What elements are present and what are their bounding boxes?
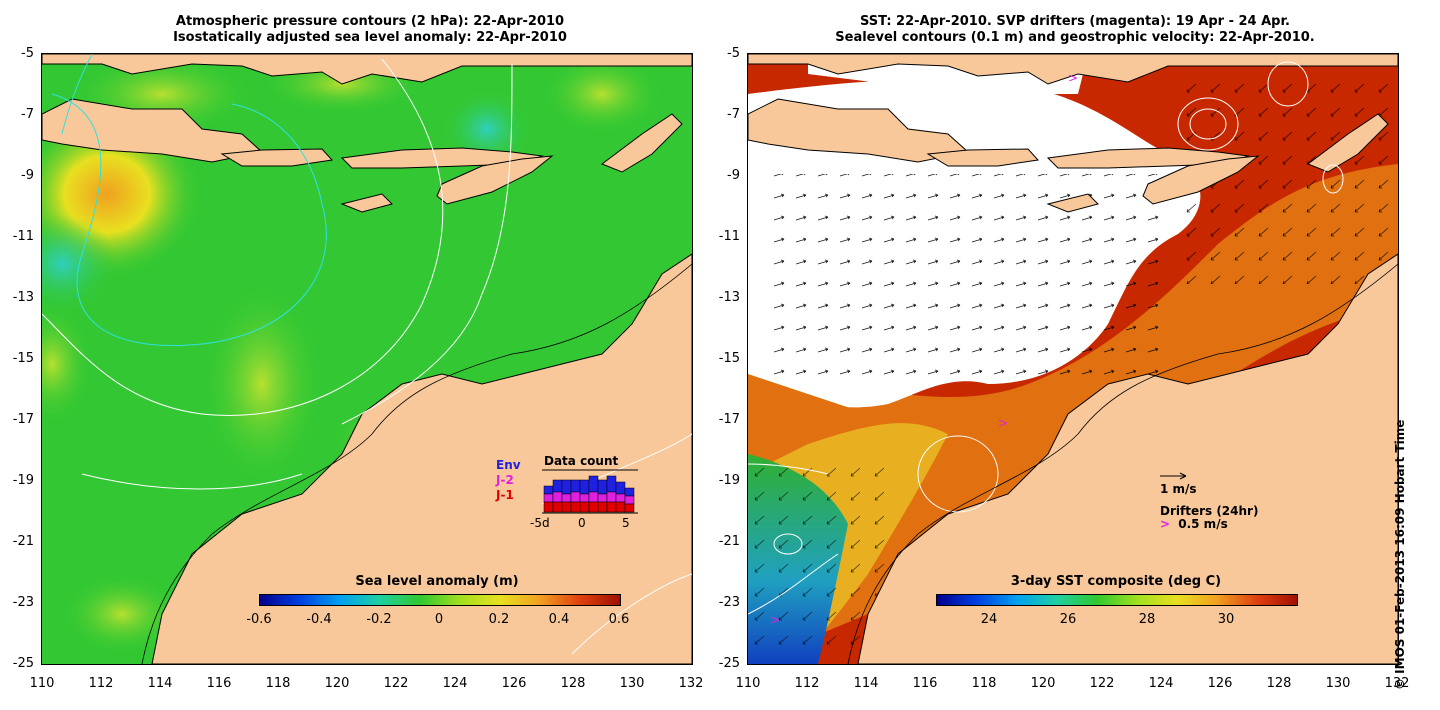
- left-cb-tick-0: -0.6: [246, 612, 272, 627]
- right-xtick-9: 128: [1266, 676, 1292, 691]
- left-xtick-8: 126: [501, 676, 527, 691]
- drifter-mark-2: >: [998, 416, 1008, 430]
- right-xtick-10: 130: [1325, 676, 1351, 691]
- left-xtick-2: 114: [147, 676, 173, 691]
- drifters-speed-key: > 0.5 m/s: [1160, 517, 1228, 531]
- data-count-title: Data count: [544, 454, 619, 468]
- right-xtick-6: 122: [1089, 676, 1115, 691]
- left-ytick-5: -15: [12, 351, 34, 366]
- drifter-key-symbol: >: [1160, 517, 1171, 531]
- left-ytick-2: -9: [21, 168, 34, 183]
- left-ytick-9: -23: [12, 595, 34, 610]
- left-colorbar-label: Sea level anomaly (m): [355, 574, 519, 589]
- right-ytick-1: -7: [727, 107, 740, 122]
- imos-credit: © IMOS 01-Feb-2013 16:09 Hobart Time: [1393, 419, 1407, 690]
- data-count-xtick-2: 5: [622, 516, 630, 530]
- left-xtick-0: 110: [29, 676, 55, 691]
- left-ytick-7: -19: [12, 473, 34, 488]
- left-cb-tick-1: -0.4: [306, 612, 332, 627]
- left-ytick-6: -17: [12, 412, 34, 427]
- right-ytick-6: -17: [718, 412, 740, 427]
- sea-level-map-svg: [42, 54, 692, 664]
- right-ytick-10: -25: [718, 656, 740, 671]
- right-ytick-5: -15: [718, 351, 740, 366]
- left-cb-tick-3: 0: [434, 612, 444, 627]
- left-xtick-5: 120: [324, 676, 350, 691]
- right-colorbar-label: 3-day SST composite (deg C): [1010, 574, 1222, 589]
- data-count-xticks: -5d 0 5: [530, 516, 650, 530]
- left-cb-tick-5: 0.4: [548, 612, 570, 627]
- right-ytick-2: -9: [727, 168, 740, 183]
- left-cb-tick-6: 0.6: [608, 612, 630, 627]
- right-ytick-3: -11: [718, 229, 740, 244]
- right-ytick-7: -19: [718, 473, 740, 488]
- left-ytick-1: -7: [21, 107, 34, 122]
- left-xtick-6: 122: [383, 676, 409, 691]
- legend-j1: J-1: [496, 488, 514, 502]
- right-xtick-5: 120: [1030, 676, 1056, 691]
- right-xtick-0: 110: [735, 676, 761, 691]
- right-ytick-8: -21: [718, 534, 740, 549]
- left-xtick-7: 124: [442, 676, 468, 691]
- right-ytick-0: -5: [727, 46, 740, 61]
- drifter-mark-3: >: [770, 613, 780, 627]
- left-xtick-10: 130: [619, 676, 645, 691]
- right-xtick-11: 132: [1384, 676, 1410, 691]
- left-colorbar: [259, 594, 621, 606]
- left-cb-tick-2: -0.2: [366, 612, 392, 627]
- left-ytick-10: -25: [12, 656, 34, 671]
- drifter-mark-1: >: [1068, 71, 1078, 85]
- right-panel-frame: [747, 53, 1399, 665]
- left-ytick-4: -13: [12, 290, 34, 305]
- data-count-xtick-0: -5d: [530, 516, 550, 530]
- right-xtick-4: 118: [971, 676, 997, 691]
- data-count-xtick-1: 0: [578, 516, 586, 530]
- right-xtick-1: 112: [794, 676, 820, 691]
- sea-level-anomaly-map: Sea level anomaly (m) -0.6 -0.4 -0.2 0 0…: [42, 54, 692, 664]
- velocity-key-arrow: [1160, 472, 1187, 480]
- left-xtick-1: 112: [88, 676, 114, 691]
- data-count-inset: Data count Env J-2 J-1 -5d 0 5: [494, 454, 654, 544]
- sst-map-svg: > > >: [748, 54, 1398, 664]
- right-xtick-7: 124: [1148, 676, 1174, 691]
- right-xtick-2: 114: [853, 676, 879, 691]
- right-xtick-8: 126: [1207, 676, 1233, 691]
- left-xtick-4: 118: [265, 676, 291, 691]
- right-cb-tick-0: 24: [980, 612, 998, 627]
- left-cb-tick-4: 0.2: [488, 612, 510, 627]
- drifter-key-speed: 0.5 m/s: [1178, 517, 1228, 531]
- right-cb-tick-2: 28: [1138, 612, 1156, 627]
- drifters-label: Drifters (24hr): [1160, 504, 1259, 518]
- sst-map: > > > 1 m/s Drifters (24hr) > 0.5 m/s 3-…: [748, 54, 1398, 664]
- right-panel-title: SST: 22-Apr-2010. SVP drifters (magenta)…: [745, 14, 1405, 46]
- left-ytick-8: -21: [12, 534, 34, 549]
- right-ytick-9: -23: [718, 595, 740, 610]
- left-xtick-9: 128: [560, 676, 586, 691]
- legend-j2: J-2: [496, 473, 514, 487]
- left-ytick-3: -11: [12, 229, 34, 244]
- left-title-line1: Atmospheric pressure contours (2 hPa): 2…: [175, 14, 565, 29]
- velocity-key-label: 1 m/s: [1160, 482, 1197, 496]
- left-xtick-11: 132: [678, 676, 704, 691]
- left-colorbar-ticks: -0.6 -0.4 -0.2 0 0.2 0.4 0.6: [239, 612, 639, 628]
- left-panel-title: Atmospheric pressure contours (2 hPa): 2…: [40, 14, 700, 46]
- left-title-line2: Isostatically adjusted sea level anomaly…: [173, 30, 567, 45]
- legend-env: Env: [496, 458, 521, 472]
- data-count-bars: [542, 469, 638, 514]
- right-colorbar: [936, 594, 1298, 606]
- right-cb-tick-3: 30: [1217, 612, 1235, 627]
- left-panel-frame: [41, 53, 693, 665]
- right-title-line2: Sealevel contours (0.1 m) and geostrophi…: [835, 30, 1315, 45]
- left-ytick-0: -5: [21, 46, 34, 61]
- right-ytick-4: -13: [718, 290, 740, 305]
- right-cb-tick-1: 26: [1059, 612, 1077, 627]
- right-xtick-3: 116: [912, 676, 938, 691]
- left-xtick-3: 116: [206, 676, 232, 691]
- right-title-line1: SST: 22-Apr-2010. SVP drifters (magenta)…: [860, 14, 1290, 29]
- right-colorbar-ticks: 24 26 28 30: [936, 612, 1296, 628]
